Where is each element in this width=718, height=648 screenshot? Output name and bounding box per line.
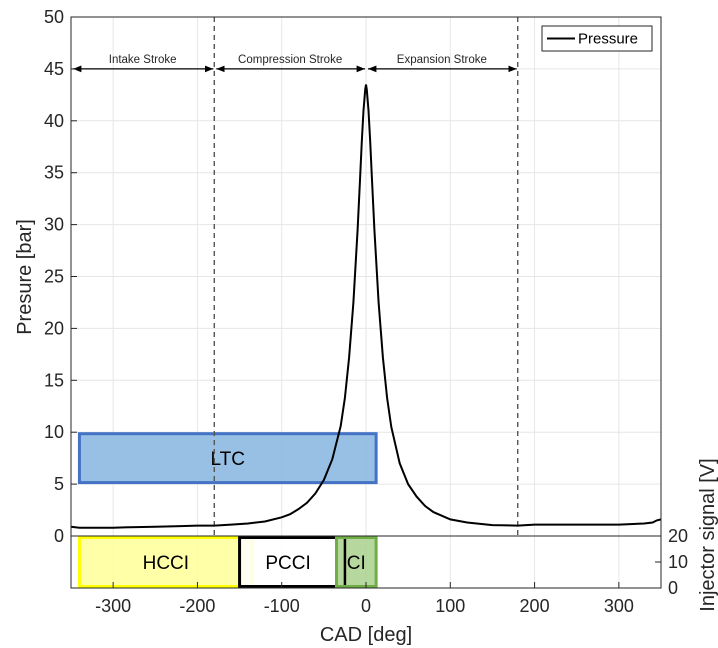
y2-tick-label: 0 — [668, 578, 678, 598]
y-tick-label: 45 — [44, 59, 64, 79]
series-line-pressure — [70, 84, 662, 529]
regions: LTC HCCI PCCI CI — [77, 432, 378, 588]
y-tick-label: 20 — [44, 318, 64, 338]
x-tick-label: 0 — [361, 596, 371, 616]
region-pcci-box — [238, 536, 338, 588]
x-tick-label: -200 — [179, 596, 215, 616]
region-hcci-box — [77, 536, 254, 588]
tick-labels: -300 -200 -100 0 100 200 300051015202530354045… — [44, 7, 688, 616]
x-tick-label: -300 — [95, 596, 131, 616]
x-tick-label: 100 — [435, 596, 465, 616]
y-tick-label: 15 — [44, 370, 64, 390]
region-ci-box — [335, 536, 378, 588]
x-tick-label: 200 — [520, 596, 550, 616]
series — [70, 84, 662, 529]
y-tick-label: 25 — [44, 267, 64, 287]
region-hcci-label: HCCI — [143, 553, 189, 574]
x-tick-label: 300 — [604, 596, 634, 616]
y-tick-label: 40 — [44, 111, 64, 131]
y2-tick-label: 20 — [668, 526, 688, 546]
y-tick-label: 0 — [54, 526, 64, 546]
region-ltc-label: LTC — [211, 449, 245, 470]
stroke-annotations: Intake Stroke Compression Stroke Expansion… — [73, 54, 517, 73]
y-tick-label: 35 — [44, 163, 64, 183]
legend-label-pressure: Pressure — [578, 31, 638, 48]
region-pcci-label: PCCI — [265, 553, 310, 574]
stroke-label: Expansion Stroke — [397, 54, 487, 66]
y-tick-label: 10 — [44, 422, 64, 442]
y2-tick-label: 10 — [668, 552, 688, 572]
stroke-dividers — [213, 17, 519, 536]
y2-axis-label: Injector signal [V] — [697, 458, 718, 611]
x-axis-label: CAD [deg] — [320, 624, 412, 646]
x-tick-label: -100 — [264, 596, 300, 616]
y-tick-label: 30 — [44, 215, 64, 235]
region-ci-label: CI — [347, 553, 366, 574]
y-tick-label: 5 — [54, 474, 64, 494]
y-tick-label: 50 — [44, 7, 64, 27]
legend: Pressure — [541, 25, 653, 52]
stroke-label: Compression Stroke — [238, 54, 342, 66]
y-axis-label: Presure [bar] — [14, 219, 36, 335]
stroke-label: Intake Stroke — [109, 54, 177, 66]
